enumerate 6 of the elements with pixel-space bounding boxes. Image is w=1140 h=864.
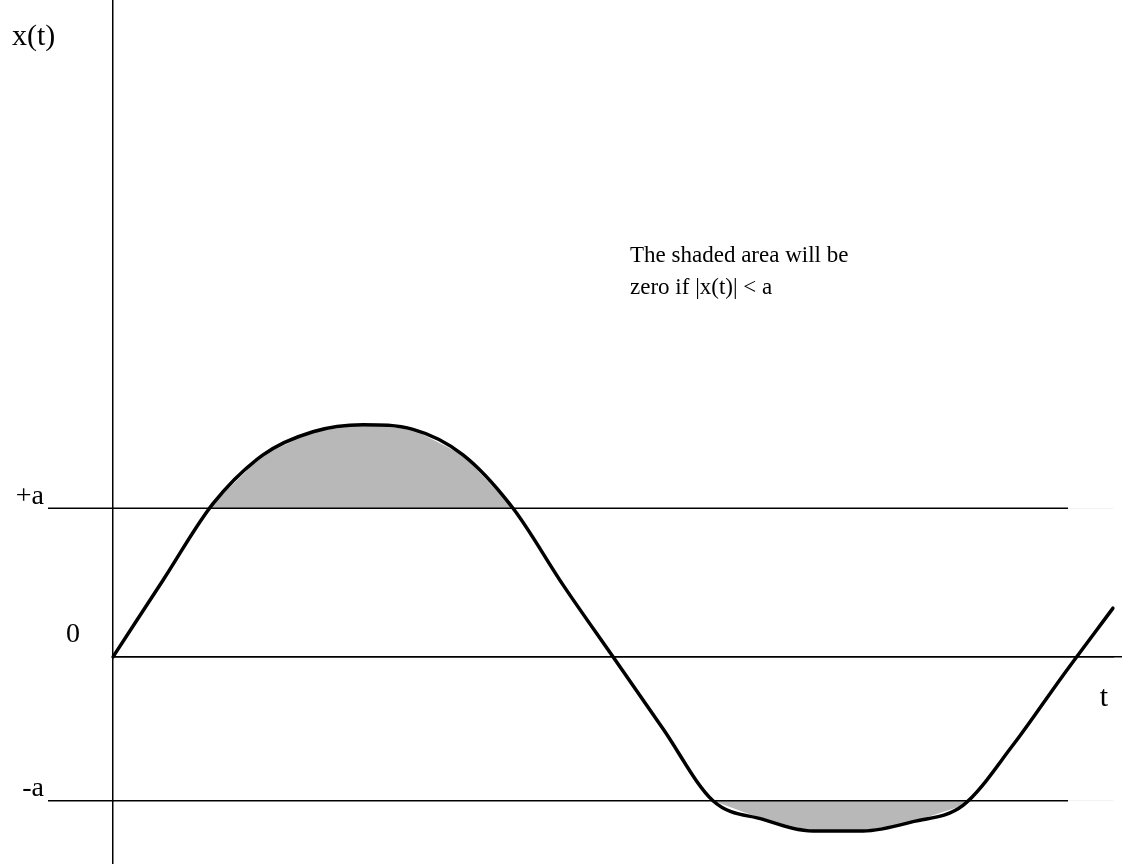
- ref-line-label: +a: [15, 478, 45, 510]
- x-axis-title: t: [1099, 678, 1109, 712]
- ref-line-label: 0: [66, 617, 80, 649]
- ref-line-label: -a: [22, 771, 45, 803]
- text: The shaded area will be zero if |x(t)| < a: [630, 241, 849, 299]
- text: x(t): [12, 17, 56, 52]
